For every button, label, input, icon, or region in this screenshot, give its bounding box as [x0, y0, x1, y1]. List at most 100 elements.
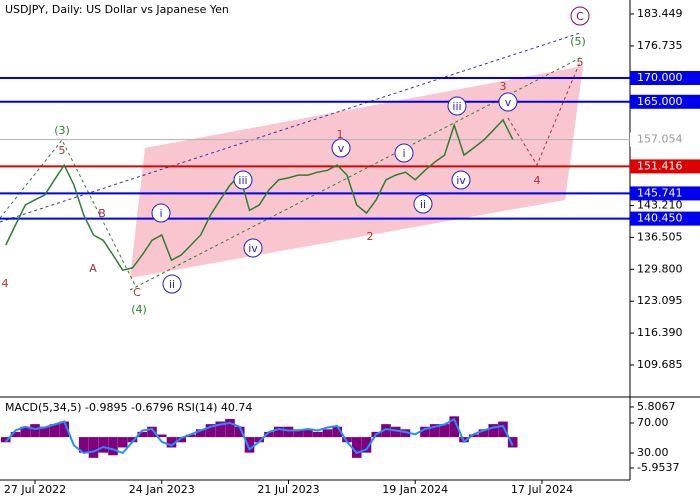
- macd-bar: [361, 437, 372, 453]
- macd-bar: [20, 426, 31, 438]
- macd-bar: [478, 429, 489, 438]
- macd-bar: [303, 429, 313, 438]
- macd-bar: [108, 437, 118, 456]
- macd-bar: [215, 421, 226, 438]
- macd-bar: [254, 437, 265, 443]
- wave-circle: [331, 138, 351, 158]
- wave-label: A: [89, 262, 97, 275]
- macd-bar: [30, 424, 40, 438]
- wave-circle: [498, 92, 518, 112]
- wave-circle: [413, 194, 433, 214]
- macd-bar: [488, 424, 499, 438]
- wave-label: iii: [452, 100, 461, 113]
- wave-label: ii: [420, 198, 426, 211]
- macd-bar: [322, 429, 333, 438]
- macd-bar: [244, 437, 255, 453]
- level-tag: [630, 186, 700, 201]
- wave-label: ii: [169, 278, 175, 291]
- level-tag: [630, 70, 700, 85]
- level-tag: [630, 159, 700, 174]
- y-tick-label: 70.00: [637, 416, 669, 429]
- y-tick-label: 30.00: [637, 446, 669, 459]
- wave-label: v: [338, 142, 345, 155]
- macd-bar: [127, 437, 138, 443]
- macd-bar: [429, 424, 440, 438]
- wave-label: v: [505, 96, 512, 109]
- wave-label: (3): [54, 124, 70, 137]
- y-tick-label: 109.685: [637, 358, 683, 371]
- level-label: 170.000: [637, 71, 683, 84]
- level-tag: [630, 211, 700, 226]
- macd-bar: [439, 424, 450, 438]
- macd-bar: [293, 429, 304, 438]
- wave-circle: [162, 274, 182, 294]
- macd-bar: [400, 429, 411, 438]
- wave-circle: [233, 170, 253, 190]
- y-tick-label: 5.8067: [637, 400, 676, 413]
- level-label: 145.741: [637, 186, 683, 199]
- wave-circle: [394, 143, 414, 163]
- wave-circle: [447, 96, 467, 116]
- macd-bar: [59, 421, 70, 438]
- wave-label: i: [402, 147, 405, 160]
- macd-bar: [342, 437, 352, 443]
- macd-bar: [98, 437, 109, 453]
- macd-bar: [186, 434, 196, 438]
- macd-bar: [283, 426, 294, 438]
- level-label: 151.416: [637, 159, 683, 172]
- macd-bar: [0, 437, 11, 443]
- macd-bar: [234, 426, 245, 438]
- macd-bar: [49, 424, 60, 438]
- wave-label: 1: [337, 128, 344, 141]
- wave-circle: [570, 6, 590, 26]
- y-tick-label: 116.390: [637, 326, 683, 339]
- wave-label: iv: [248, 242, 258, 255]
- indicator-title: MACD(5,34,5) -0.9895 -0.6796 RSI(14) 40.…: [5, 401, 252, 414]
- macd-bar: [264, 431, 274, 438]
- y-tick-label: 123.095: [637, 294, 683, 307]
- y-tick-label: 183.449: [637, 7, 683, 20]
- macd-bar: [147, 426, 157, 438]
- x-tick-label: 17 Jul 2024: [511, 483, 573, 496]
- y-tick-label: 129.800: [637, 262, 683, 275]
- wave-label: 5: [59, 144, 66, 157]
- macd-bar: [390, 426, 401, 438]
- macd-bar: [39, 426, 50, 438]
- y-tick-label: 176.735: [637, 39, 683, 52]
- y-tick-label: 143.210: [637, 198, 683, 211]
- macd-bar: [78, 437, 89, 453]
- y-tick-label: 136.505: [637, 230, 683, 243]
- macd-bar: [117, 437, 128, 448]
- macd-bar: [273, 426, 284, 438]
- channel: [130, 66, 583, 278]
- macd-bar: [166, 437, 177, 448]
- wave-label: iv: [456, 174, 466, 187]
- x-tick-label: 21 Jul 2023: [257, 483, 319, 496]
- wave-label: C: [576, 10, 584, 23]
- x-tick-label: 24 Jan 2023: [129, 483, 195, 496]
- level-label: 140.450: [637, 212, 683, 225]
- wave-label: 5: [577, 56, 584, 69]
- macd-bar: [332, 426, 343, 438]
- macd-bar: [468, 434, 479, 438]
- wave-label: 2: [367, 230, 374, 243]
- macd-bar: [156, 434, 167, 438]
- macd-bar: [449, 416, 460, 438]
- x-tick-label: 27 Jul 2022: [4, 483, 66, 496]
- rsi-line: [5, 417, 514, 455]
- macd-bar: [176, 437, 187, 443]
- wave-circle: [451, 170, 471, 190]
- x-tick-label: 19 Jan 2024: [382, 483, 448, 496]
- wave-label: 3: [500, 80, 507, 93]
- level-tag: [630, 94, 700, 109]
- wave-label: B: [98, 207, 106, 220]
- wave-label: iii: [238, 174, 247, 187]
- wave-label: (5): [570, 35, 586, 48]
- wave-label: C: [133, 286, 141, 299]
- macd-bar: [312, 431, 323, 438]
- macd-bar: [498, 421, 508, 438]
- macd-bar: [195, 429, 206, 438]
- macd-bar: [225, 418, 235, 438]
